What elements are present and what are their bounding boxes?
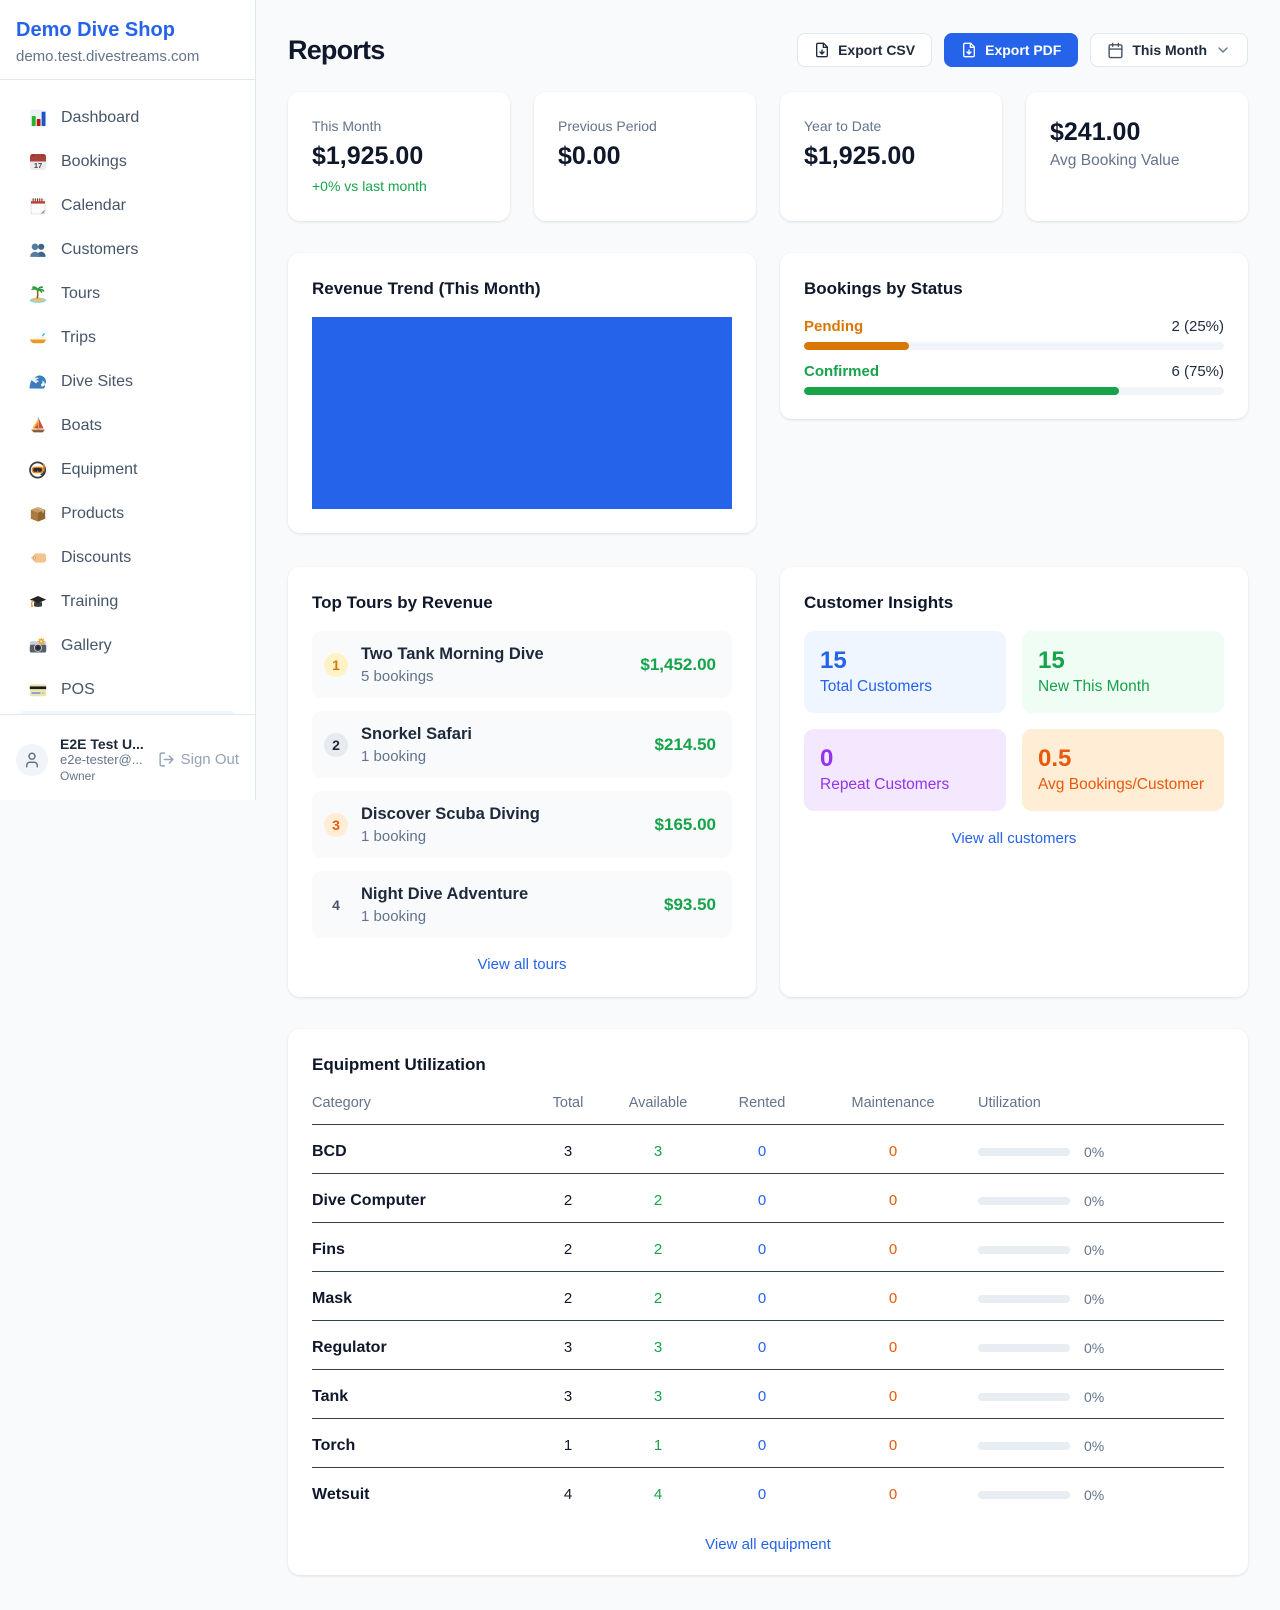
svg-text:17: 17 (34, 161, 42, 170)
